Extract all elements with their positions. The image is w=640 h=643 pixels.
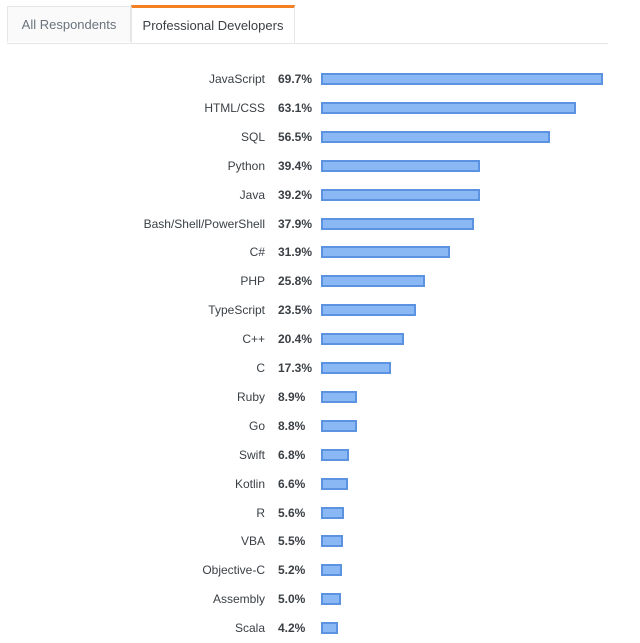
- category-label: JavaScript: [208, 72, 265, 86]
- bar[interactable]: [321, 419, 357, 432]
- category-label: SQL: [240, 129, 265, 144]
- value-label: 63.1%: [278, 100, 313, 115]
- category-label: VBA: [240, 534, 265, 549]
- chart-row: Scala 4.2%: [0, 614, 640, 643]
- chart-row: JavaScript 69.7%: [0, 65, 640, 94]
- bar[interactable]: [321, 593, 342, 606]
- value-label: 69.7%: [278, 72, 313, 86]
- category-label: Go: [248, 418, 265, 433]
- value-label: 6.8%: [278, 447, 306, 462]
- value-label: 5.5%: [278, 534, 306, 549]
- chart-row: Swift 6.8%: [0, 441, 640, 470]
- chart-row: PHP 25.8%: [0, 267, 640, 296]
- chart-row: TypeScript 23.5%: [0, 296, 640, 325]
- bar[interactable]: [321, 101, 577, 114]
- value-label: 4.2%: [278, 621, 306, 636]
- category-label: TypeScript: [208, 303, 265, 318]
- bar[interactable]: [321, 304, 417, 317]
- tab-professional-developers[interactable]: Professional Developers: [131, 5, 295, 43]
- category-label: Ruby: [236, 389, 265, 404]
- tab-bar: All Respondents Professional Developers: [7, 5, 608, 44]
- bar[interactable]: [321, 448, 349, 461]
- value-label: 20.4%: [278, 332, 313, 347]
- bar[interactable]: [321, 506, 344, 519]
- chart-row: Go 8.8%: [0, 412, 640, 441]
- value-label: 17.3%: [278, 361, 313, 375]
- bar[interactable]: [321, 535, 344, 548]
- bar[interactable]: [321, 246, 451, 259]
- category-label: Kotlin: [234, 476, 265, 491]
- chart-row: HTML/CSS 63.1%: [0, 94, 640, 123]
- chart-row: Python 39.4%: [0, 152, 640, 181]
- bar[interactable]: [321, 622, 338, 635]
- category-label: Scala: [234, 621, 265, 636]
- value-label: 6.6%: [278, 476, 306, 491]
- value-label: 8.8%: [278, 418, 306, 433]
- category-label: Assembly: [212, 592, 265, 607]
- value-label: 8.9%: [278, 389, 306, 404]
- chart-row: SQL 56.5%: [0, 123, 640, 152]
- bar[interactable]: [321, 390, 357, 403]
- value-label: 5.2%: [278, 563, 306, 578]
- category-label: Python: [227, 158, 265, 173]
- category-label: Objective-C: [202, 563, 265, 578]
- category-label: C: [256, 361, 265, 375]
- bar[interactable]: [321, 362, 391, 374]
- value-label: 37.9%: [278, 216, 313, 231]
- category-label: C++: [242, 332, 265, 347]
- bar[interactable]: [321, 477, 348, 490]
- value-label: 39.4%: [278, 158, 313, 173]
- chart-row: Java 39.2%: [0, 181, 640, 210]
- chart-row: C# 31.9%: [0, 238, 640, 267]
- bar[interactable]: [321, 333, 404, 346]
- chart-row: C 17.3%: [0, 354, 640, 383]
- tab-all-respondents[interactable]: All Respondents: [7, 6, 131, 42]
- bar[interactable]: [321, 564, 343, 577]
- value-label: 56.5%: [278, 129, 313, 144]
- bar[interactable]: [321, 130, 550, 143]
- bar[interactable]: [321, 159, 481, 172]
- bar[interactable]: [321, 275, 426, 288]
- category-label: C#: [249, 245, 265, 260]
- chart-row: Assembly 5.0%: [0, 585, 640, 614]
- value-label: 5.6%: [278, 505, 306, 520]
- chart-row: Objective-C 5.2%: [0, 556, 640, 585]
- category-label: Swift: [238, 447, 265, 462]
- category-label: Java: [239, 187, 265, 202]
- value-label: 31.9%: [278, 245, 313, 260]
- chart-row: VBA 5.5%: [0, 527, 640, 556]
- value-label: 23.5%: [278, 303, 313, 318]
- value-label: 25.8%: [278, 274, 313, 289]
- value-label: 39.2%: [278, 187, 313, 202]
- bar[interactable]: [321, 73, 603, 85]
- bar[interactable]: [321, 217, 475, 230]
- category-label: Bash/Shell/PowerShell: [143, 216, 265, 231]
- category-label: PHP: [240, 274, 265, 289]
- chart-row: R 5.6%: [0, 499, 640, 528]
- chart-row: Ruby 8.9%: [0, 383, 640, 412]
- category-label: R: [256, 505, 265, 520]
- chart-row: C++ 20.4%: [0, 325, 640, 354]
- value-label: 5.0%: [278, 592, 306, 607]
- bar[interactable]: [321, 188, 480, 201]
- chart-row: Bash/Shell/PowerShell 37.9%: [0, 210, 640, 239]
- chart-row: Kotlin 6.6%: [0, 470, 640, 499]
- category-label: HTML/CSS: [204, 100, 265, 115]
